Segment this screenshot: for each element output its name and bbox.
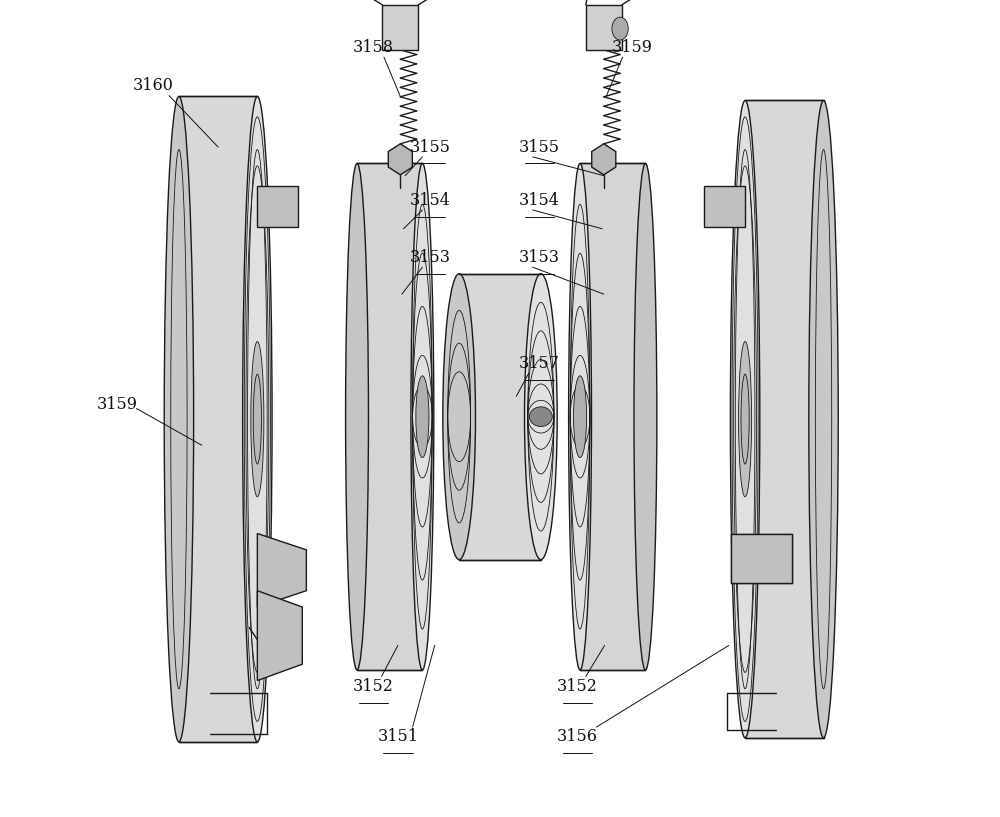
Text: 3159: 3159 [97, 396, 138, 413]
Text: 3153: 3153 [519, 249, 560, 266]
Ellipse shape [411, 163, 434, 670]
Ellipse shape [253, 374, 261, 464]
Ellipse shape [525, 274, 557, 560]
Text: 3156: 3156 [557, 729, 598, 745]
Ellipse shape [730, 100, 760, 738]
Ellipse shape [739, 342, 752, 497]
Bar [179, 96, 257, 742]
Polygon shape [592, 144, 616, 175]
Bar [731, 534, 792, 583]
Text: 3155: 3155 [410, 139, 451, 155]
Ellipse shape [741, 374, 749, 464]
Ellipse shape [416, 376, 429, 458]
Ellipse shape [612, 17, 628, 40]
Bar [357, 163, 422, 670]
Text: 3152: 3152 [557, 678, 598, 694]
Text: 3155: 3155 [519, 139, 560, 155]
Text: 3154: 3154 [410, 192, 451, 208]
Ellipse shape [634, 163, 657, 670]
Ellipse shape [243, 96, 272, 742]
Text: 3158: 3158 [353, 39, 394, 56]
Text: 3153: 3153 [410, 249, 451, 266]
Polygon shape [257, 591, 302, 681]
Polygon shape [257, 534, 306, 607]
Polygon shape [704, 186, 745, 227]
Bar [586, 5, 622, 50]
Polygon shape [388, 144, 412, 175]
Bar [459, 274, 541, 560]
Text: 3159: 3159 [612, 39, 653, 56]
Ellipse shape [569, 163, 592, 670]
Ellipse shape [574, 376, 587, 458]
Text: 3154: 3154 [519, 192, 560, 208]
Bar [382, 5, 418, 50]
Ellipse shape [529, 407, 552, 426]
Ellipse shape [809, 100, 838, 738]
Ellipse shape [346, 163, 368, 670]
Ellipse shape [443, 274, 475, 560]
Bar [580, 163, 645, 670]
Ellipse shape [164, 96, 194, 742]
Bar [745, 100, 824, 738]
Ellipse shape [251, 342, 264, 497]
Text: 3151: 3151 [377, 729, 418, 745]
Text: 3160: 3160 [132, 78, 173, 94]
Text: 3157: 3157 [519, 355, 560, 372]
Text: 3152: 3152 [353, 678, 394, 694]
Polygon shape [257, 186, 298, 227]
